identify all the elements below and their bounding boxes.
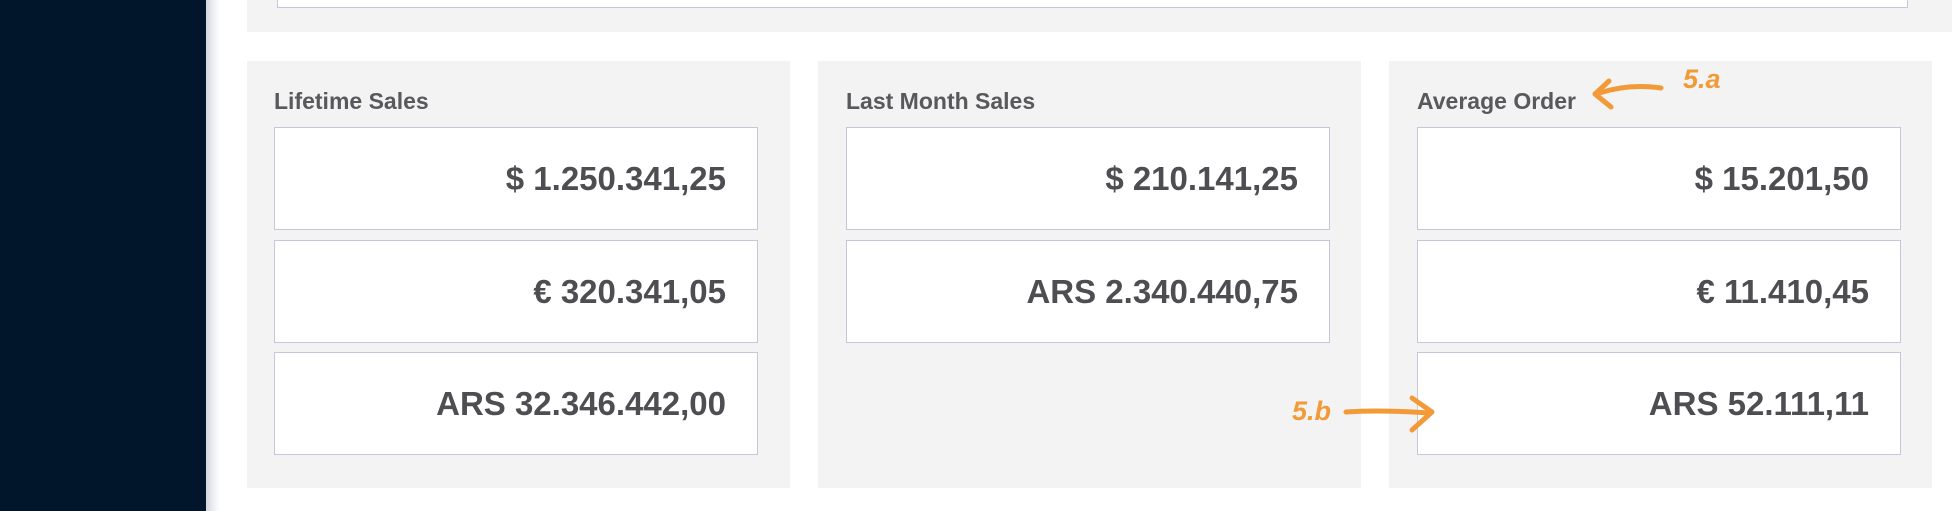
value-usd: $ 1.250.341,25	[274, 127, 758, 230]
annotation-arrow-icon	[1343, 395, 1435, 433]
card-title: Last Month Sales	[846, 88, 1036, 114]
card-last-month-sales: Last Month Sales $ 210.141,25 ARS 2.340.…	[818, 61, 1361, 488]
value-eur: € 320.341,05	[274, 240, 758, 343]
value-ars: ARS 52.111,11	[1417, 352, 1901, 455]
card-title: Lifetime Sales	[274, 88, 429, 114]
card-title: Average Order	[1417, 88, 1576, 114]
value-usd: $ 210.141,25	[846, 127, 1330, 230]
annotation-arrow-icon	[1592, 78, 1664, 110]
sidebar-shadow	[206, 0, 220, 511]
sidebar	[0, 0, 206, 511]
top-input-field[interactable]	[277, 0, 1908, 8]
annotation-label-5b: 5.b	[1292, 396, 1332, 426]
value-ars: ARS 2.340.440,75	[846, 240, 1330, 343]
card-average-order: Average Order $ 15.201,50 € 11.410,45 AR…	[1389, 61, 1932, 488]
annotation-label-5a: 5.a	[1683, 64, 1721, 94]
card-lifetime-sales: Lifetime Sales $ 1.250.341,25 € 320.341,…	[247, 61, 790, 488]
value-usd: $ 15.201,50	[1417, 127, 1901, 230]
value-eur: € 11.410,45	[1417, 240, 1901, 343]
value-ars: ARS 32.346.442,00	[274, 352, 758, 455]
